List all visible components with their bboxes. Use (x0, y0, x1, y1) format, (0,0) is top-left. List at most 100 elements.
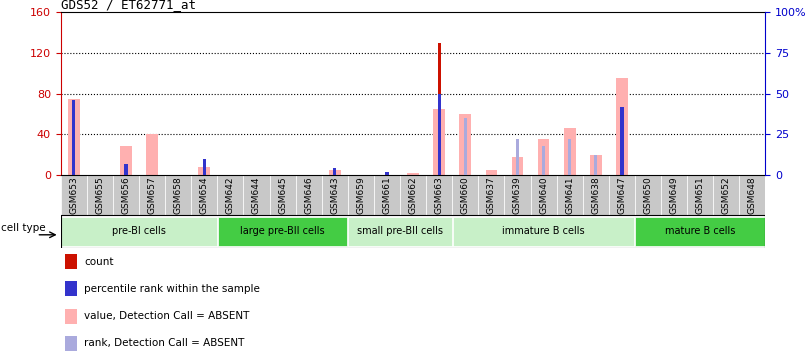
Text: count: count (84, 257, 113, 267)
Text: GSM644: GSM644 (252, 176, 261, 214)
Bar (333, 169, 336, 175)
Bar (68, 99, 79, 175)
Bar (65, 309, 77, 323)
Text: GSM663: GSM663 (435, 176, 444, 214)
Bar (485, 170, 497, 175)
Bar (374, 175, 400, 215)
Text: GSM658: GSM658 (173, 176, 183, 214)
Bar (147, 134, 158, 175)
Text: GSM659: GSM659 (356, 176, 365, 214)
Text: GSM650: GSM650 (643, 176, 653, 214)
Text: small pre-BII cells: small pre-BII cells (357, 226, 443, 236)
Bar (322, 175, 347, 215)
Bar (217, 175, 244, 215)
Bar (65, 281, 77, 296)
Bar (531, 175, 556, 215)
Bar (463, 118, 467, 175)
Text: cell type: cell type (2, 223, 46, 233)
Text: GSM639: GSM639 (513, 176, 522, 214)
Bar (740, 175, 765, 215)
Text: GSM655: GSM655 (96, 176, 104, 214)
Text: GSM657: GSM657 (147, 176, 156, 214)
Bar (620, 106, 624, 175)
Text: GSM653: GSM653 (70, 176, 79, 214)
Bar (505, 175, 531, 215)
Text: GSM638: GSM638 (591, 176, 600, 214)
Text: value, Detection Call = ABSENT: value, Detection Call = ABSENT (84, 311, 249, 321)
Bar (538, 139, 549, 175)
Bar (433, 109, 445, 175)
Bar (198, 167, 210, 175)
Bar (564, 128, 576, 175)
Text: GDS52 / ET62771_at: GDS52 / ET62771_at (61, 0, 196, 11)
Bar (244, 175, 270, 215)
Bar (714, 175, 740, 215)
Bar (113, 175, 139, 215)
Text: GSM647: GSM647 (617, 176, 626, 214)
Bar (512, 157, 523, 175)
Text: immature B cells: immature B cells (502, 226, 585, 236)
Bar (590, 155, 602, 175)
Text: pre-BI cells: pre-BI cells (112, 226, 166, 236)
Text: GSM660: GSM660 (461, 176, 470, 214)
Bar (542, 146, 545, 175)
Text: GSM637: GSM637 (487, 176, 496, 214)
Bar (165, 175, 191, 215)
Text: GSM646: GSM646 (305, 176, 313, 214)
Bar (636, 217, 765, 246)
Bar (616, 78, 628, 175)
Text: GSM654: GSM654 (200, 176, 209, 214)
Bar (479, 175, 505, 215)
Bar (72, 100, 75, 175)
Text: GSM656: GSM656 (122, 176, 130, 214)
Text: GSM643: GSM643 (330, 176, 339, 214)
Text: percentile rank within the sample: percentile rank within the sample (84, 284, 260, 294)
Text: GSM641: GSM641 (565, 176, 574, 214)
Bar (661, 175, 687, 215)
Bar (556, 175, 582, 215)
Text: GSM648: GSM648 (748, 176, 757, 214)
Bar (61, 175, 87, 215)
Bar (139, 175, 165, 215)
Text: GSM649: GSM649 (670, 176, 679, 214)
Bar (453, 217, 634, 246)
Bar (687, 175, 714, 215)
Text: GSM651: GSM651 (696, 176, 705, 214)
Bar (87, 175, 113, 215)
Bar (202, 159, 206, 175)
Bar (329, 170, 341, 175)
Bar (437, 42, 441, 175)
Text: GSM662: GSM662 (408, 176, 418, 214)
Text: GSM645: GSM645 (278, 176, 287, 214)
Bar (400, 175, 426, 215)
Text: GSM642: GSM642 (226, 176, 235, 214)
Bar (65, 336, 77, 351)
Bar (459, 114, 471, 175)
Bar (452, 175, 479, 215)
Bar (386, 172, 389, 175)
Bar (609, 175, 635, 215)
Bar (62, 217, 217, 246)
Text: rank, Detection Call = ABSENT: rank, Detection Call = ABSENT (84, 338, 245, 348)
Bar (426, 175, 452, 215)
Bar (568, 139, 571, 175)
Bar (594, 155, 598, 175)
Bar (437, 94, 441, 175)
Bar (270, 175, 296, 215)
Text: GSM640: GSM640 (539, 176, 548, 214)
Text: large pre-BII cells: large pre-BII cells (241, 226, 325, 236)
Bar (296, 175, 322, 215)
Bar (218, 217, 347, 246)
Bar (124, 164, 128, 175)
Bar (407, 173, 419, 175)
Text: GSM661: GSM661 (382, 176, 391, 214)
Bar (348, 217, 452, 246)
Bar (635, 175, 661, 215)
Bar (347, 175, 374, 215)
Bar (65, 254, 77, 269)
Text: GSM652: GSM652 (722, 176, 731, 214)
Text: mature B cells: mature B cells (665, 226, 735, 236)
Bar (516, 139, 519, 175)
Bar (120, 146, 132, 175)
Bar (582, 175, 609, 215)
